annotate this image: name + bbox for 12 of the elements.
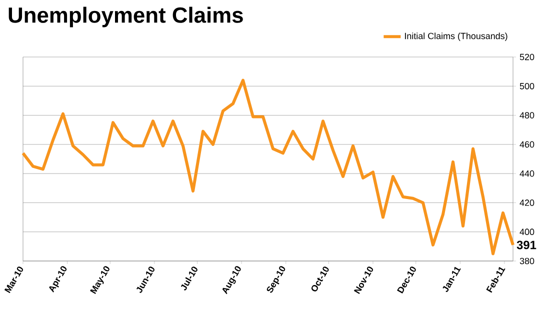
y-tick-label: 380 xyxy=(520,258,534,264)
y-tick-label: 440 xyxy=(520,170,534,177)
line-series xyxy=(22,78,515,256)
legend-label: Initial Claims (Thousands) xyxy=(405,32,508,41)
y-tick-label: 480 xyxy=(520,112,534,118)
y-tick-label: 400 xyxy=(520,228,534,236)
data-label: 391 xyxy=(516,240,536,250)
y-tick-label: 420 xyxy=(520,200,534,206)
chart-title: Unemployment Claims xyxy=(8,6,243,28)
y-tick-label: 500 xyxy=(520,82,534,90)
y-tick-label: 520 xyxy=(520,54,534,60)
y-tick-label: 460 xyxy=(520,141,534,148)
